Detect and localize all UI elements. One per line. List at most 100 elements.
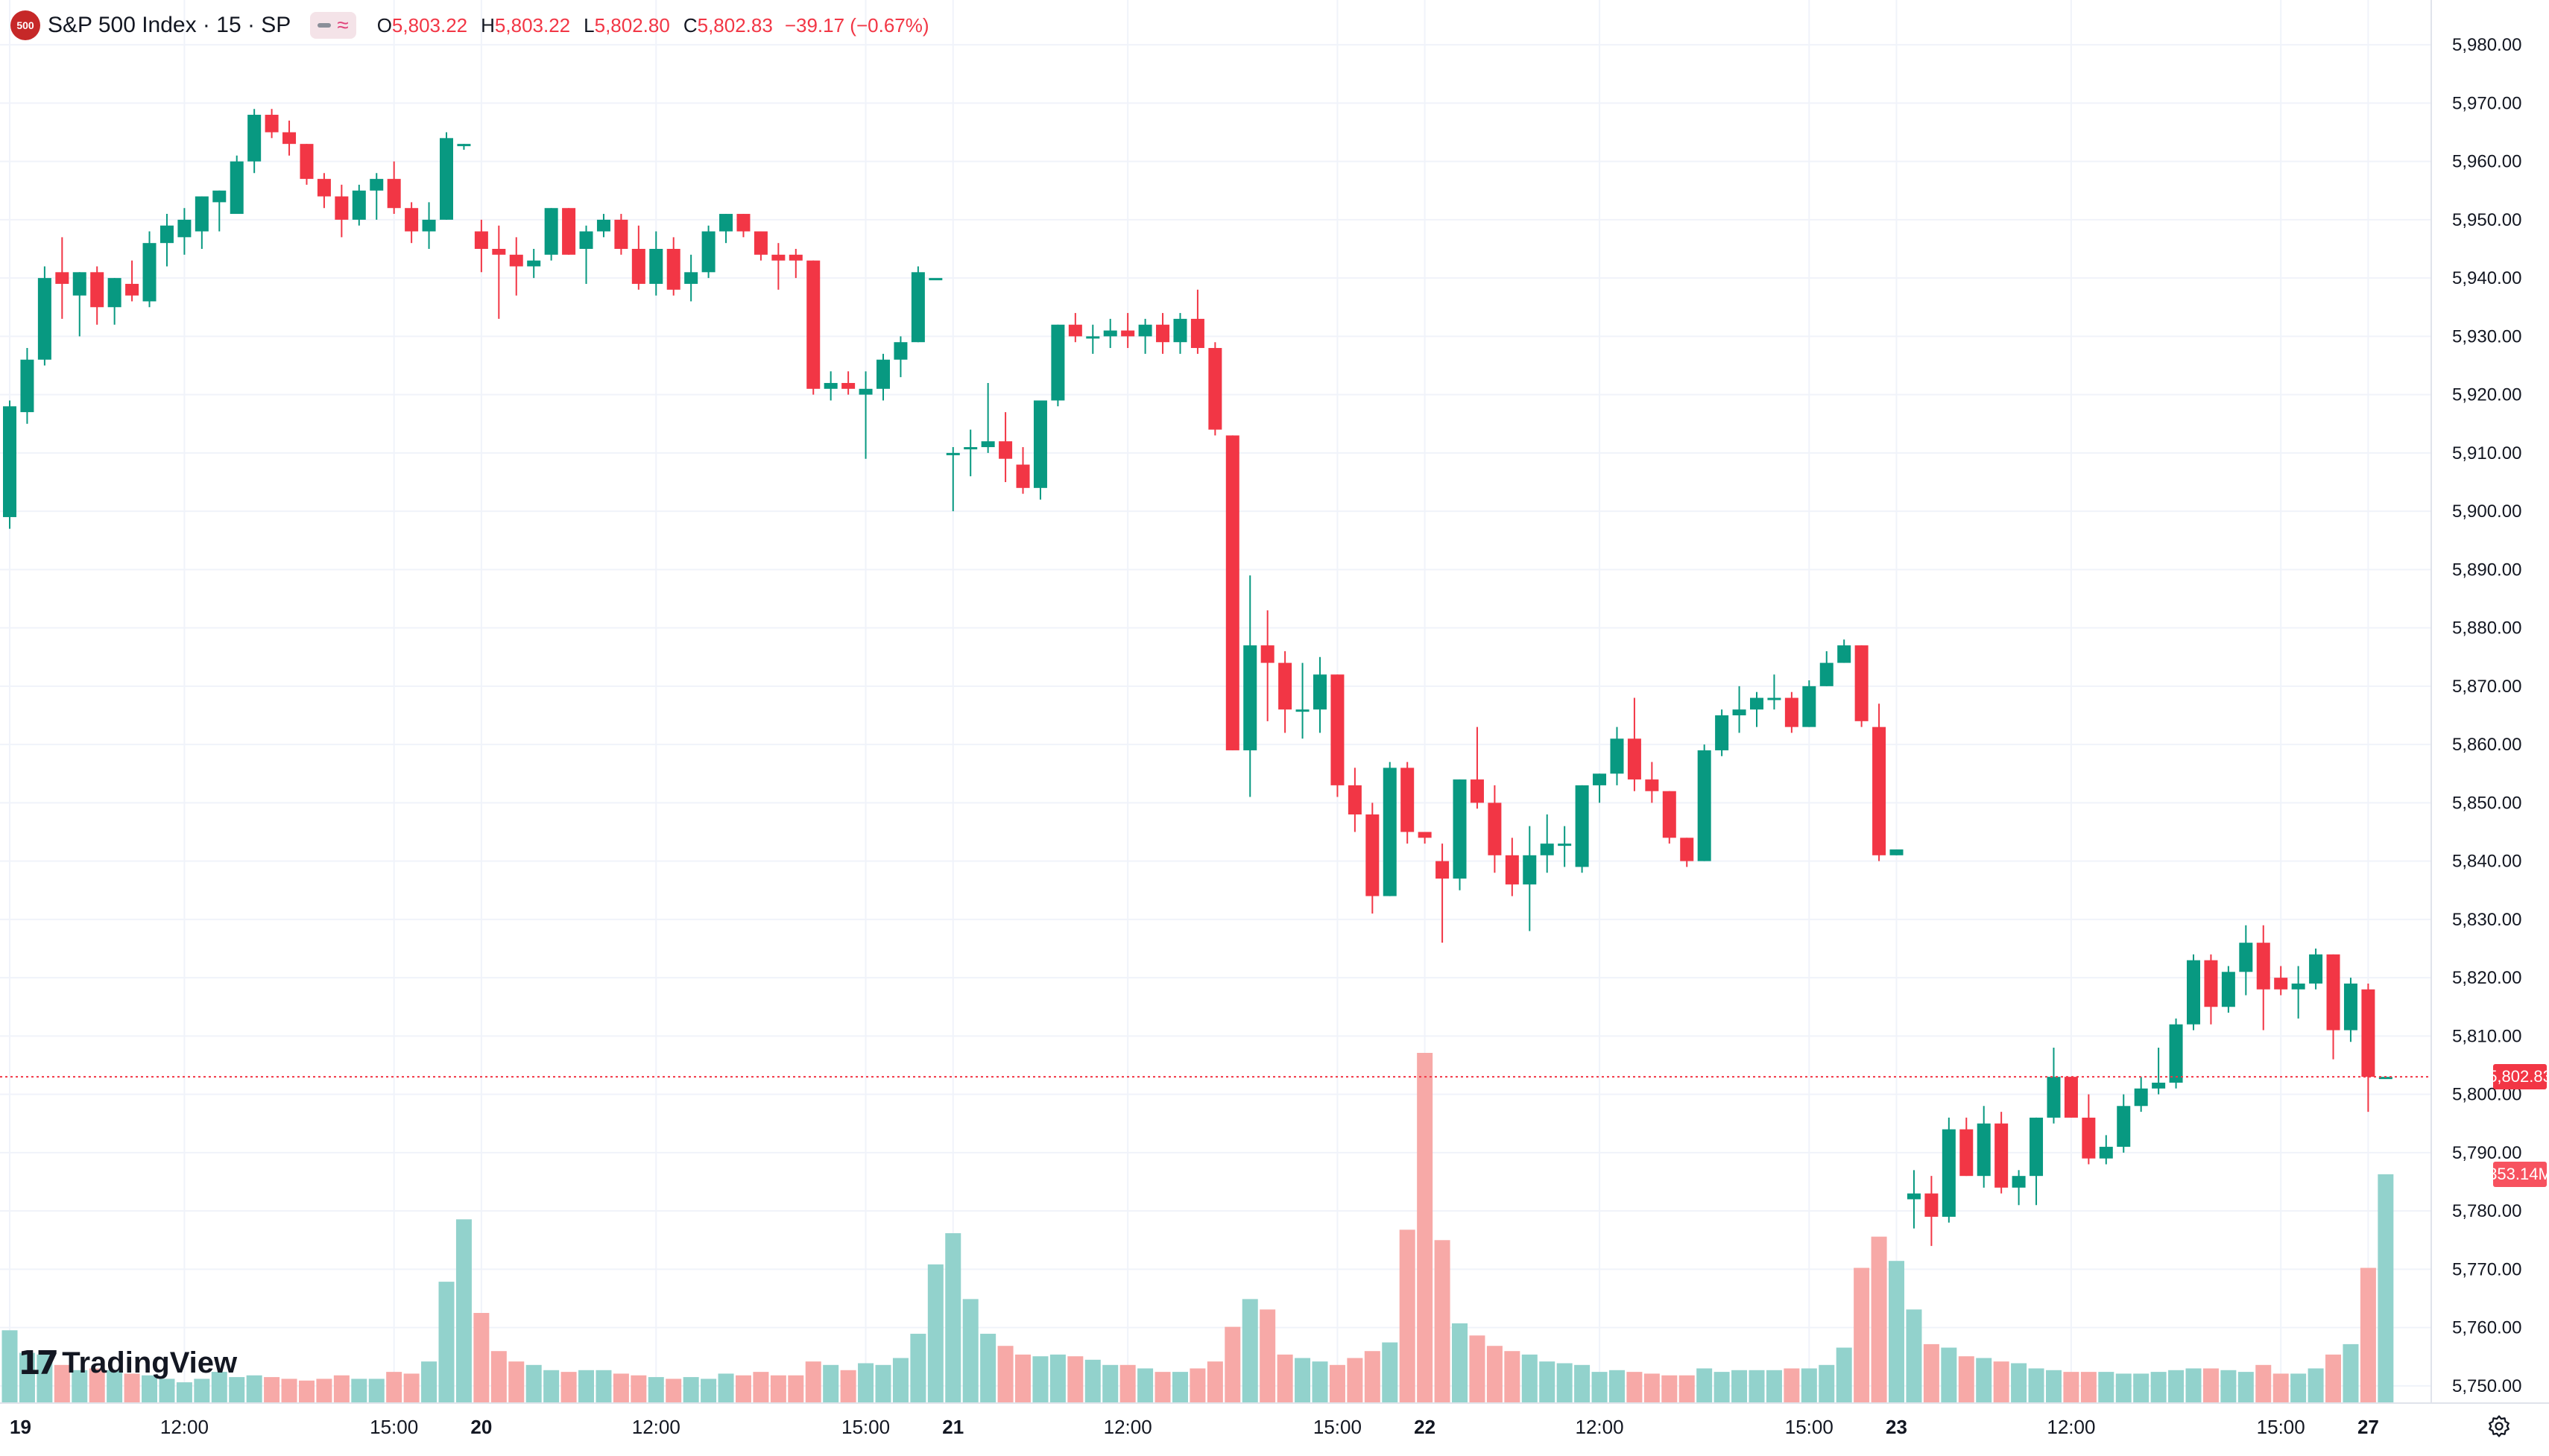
candle-down — [1662, 791, 1676, 844]
volume-bar — [1207, 1361, 1223, 1403]
candle-down — [841, 371, 856, 395]
volume-bar — [1539, 1361, 1555, 1403]
tradingview-logo[interactable]: 17 TradingView — [18, 1344, 237, 1382]
time-axis[interactable]: 19 12:00 15:00 20 12:00 15:00 21 12:00 15:00 22 12… — [10, 1416, 2379, 1438]
ohlc-values: O5,803.22 H5,803.22 L5,802.80 C5,802.83 — [377, 14, 773, 37]
candle-body — [1715, 715, 1729, 750]
candle-body — [282, 132, 297, 145]
candle-body — [1418, 832, 1432, 838]
y-tick-label: 5,870.00 — [2452, 677, 2521, 697]
y-tick-label: 5,940.00 — [2452, 268, 2521, 288]
volume-bar — [1643, 1373, 1660, 1403]
candle-body — [142, 243, 157, 302]
settings-gear-icon[interactable] — [2486, 1414, 2512, 1439]
volume-bar — [962, 1299, 979, 1403]
volume-bar — [1889, 1261, 1905, 1403]
candle-body — [1540, 843, 1554, 855]
volume-bar — [1032, 1356, 1049, 1403]
volume-bar — [2185, 1368, 2202, 1403]
volume-bar — [2045, 1370, 2062, 1403]
candle-up — [1837, 639, 1851, 663]
x-tick-label: 27 — [2357, 1416, 2379, 1438]
candle-up — [142, 231, 157, 308]
volume-bar — [1574, 1364, 1591, 1403]
volume-bar — [2272, 1373, 2289, 1403]
price-axis[interactable]: 5,750.00 5,760.00 5,770.00 5,780.00 5,790.00… — [0, 0, 2549, 1404]
candle-body — [2099, 1147, 2113, 1159]
candle-body — [946, 452, 960, 455]
candle-body — [1627, 738, 1641, 780]
candle-up — [911, 266, 925, 343]
volume-bar — [1329, 1364, 1345, 1403]
candle-up — [159, 214, 174, 267]
volume-bar — [718, 1373, 734, 1403]
candle-down — [999, 412, 1013, 482]
x-tick-label: 23 — [1886, 1416, 1907, 1438]
candle-body — [964, 447, 978, 450]
volume-bar — [2098, 1372, 2114, 1403]
candle-up — [2152, 1048, 2166, 1095]
candle-up — [1942, 1117, 1956, 1223]
data-status-badge[interactable]: ≈ — [310, 12, 356, 39]
candle-down — [1225, 435, 1239, 750]
candle-body — [981, 441, 995, 448]
volume-bar — [1871, 1236, 1887, 1403]
candle-body — [1819, 662, 1833, 686]
candle-down — [562, 208, 576, 255]
volume-bar — [1784, 1368, 1800, 1403]
volume-bar — [316, 1379, 332, 1403]
y-tick-label: 5,930.00 — [2452, 326, 2521, 346]
candle-up — [177, 208, 192, 255]
volume-bar — [788, 1375, 804, 1403]
candle-body — [806, 260, 821, 389]
candle-down — [1854, 645, 1869, 727]
candle-up — [1086, 324, 1100, 354]
candle-body — [509, 254, 523, 267]
candle-down — [90, 266, 104, 325]
candle-down — [2204, 954, 2218, 1025]
candle-up — [1523, 826, 1537, 931]
candle-down — [1994, 1112, 2009, 1194]
volume-bar — [1976, 1358, 1992, 1403]
candle-body — [1907, 1193, 1921, 1200]
candle-body — [2117, 1106, 2131, 1148]
candle-up — [422, 202, 436, 249]
candle-up — [579, 225, 593, 284]
volume-bar — [281, 1379, 297, 1403]
candle-up — [2169, 1018, 2183, 1089]
candle-body — [2326, 954, 2340, 1031]
volume-bar — [246, 1375, 262, 1403]
candle-up — [2030, 1117, 2044, 1206]
candle-body — [824, 382, 838, 389]
volume-bar — [858, 1363, 874, 1403]
volume-bar — [1137, 1368, 1154, 1403]
x-tick-label: 15:00 — [1313, 1416, 1362, 1438]
volume-bar — [1, 1330, 18, 1403]
candle-up — [719, 214, 733, 244]
candle-up — [1889, 849, 1904, 855]
volume-bar — [2150, 1372, 2167, 1403]
candle-body — [999, 441, 1013, 459]
candle-down — [1645, 762, 1659, 803]
candle-body — [789, 254, 803, 261]
candle-body — [1086, 336, 1100, 339]
candle-down — [387, 161, 401, 215]
volume-bar — [229, 1377, 245, 1403]
candle-body — [631, 249, 645, 284]
candle-up — [2309, 949, 2323, 990]
candle-up — [2134, 1077, 2148, 1112]
candle-body — [1225, 435, 1239, 750]
volume-bar — [1941, 1347, 1957, 1403]
symbol-logo[interactable]: 500 — [10, 10, 40, 40]
volume-bar — [1312, 1361, 1328, 1403]
y-tick-label: 5,810.00 — [2452, 1026, 2521, 1046]
volume-bar — [351, 1379, 367, 1403]
candle-body — [1575, 785, 1589, 867]
volume-bar — [19, 1352, 35, 1403]
symbol-title[interactable]: S&P 500 Index · 15 · SP — [48, 13, 291, 37]
candle-body — [666, 249, 680, 290]
candle-down — [1680, 838, 1694, 867]
candle-down — [1330, 674, 1345, 797]
candle-down — [1872, 703, 1886, 861]
